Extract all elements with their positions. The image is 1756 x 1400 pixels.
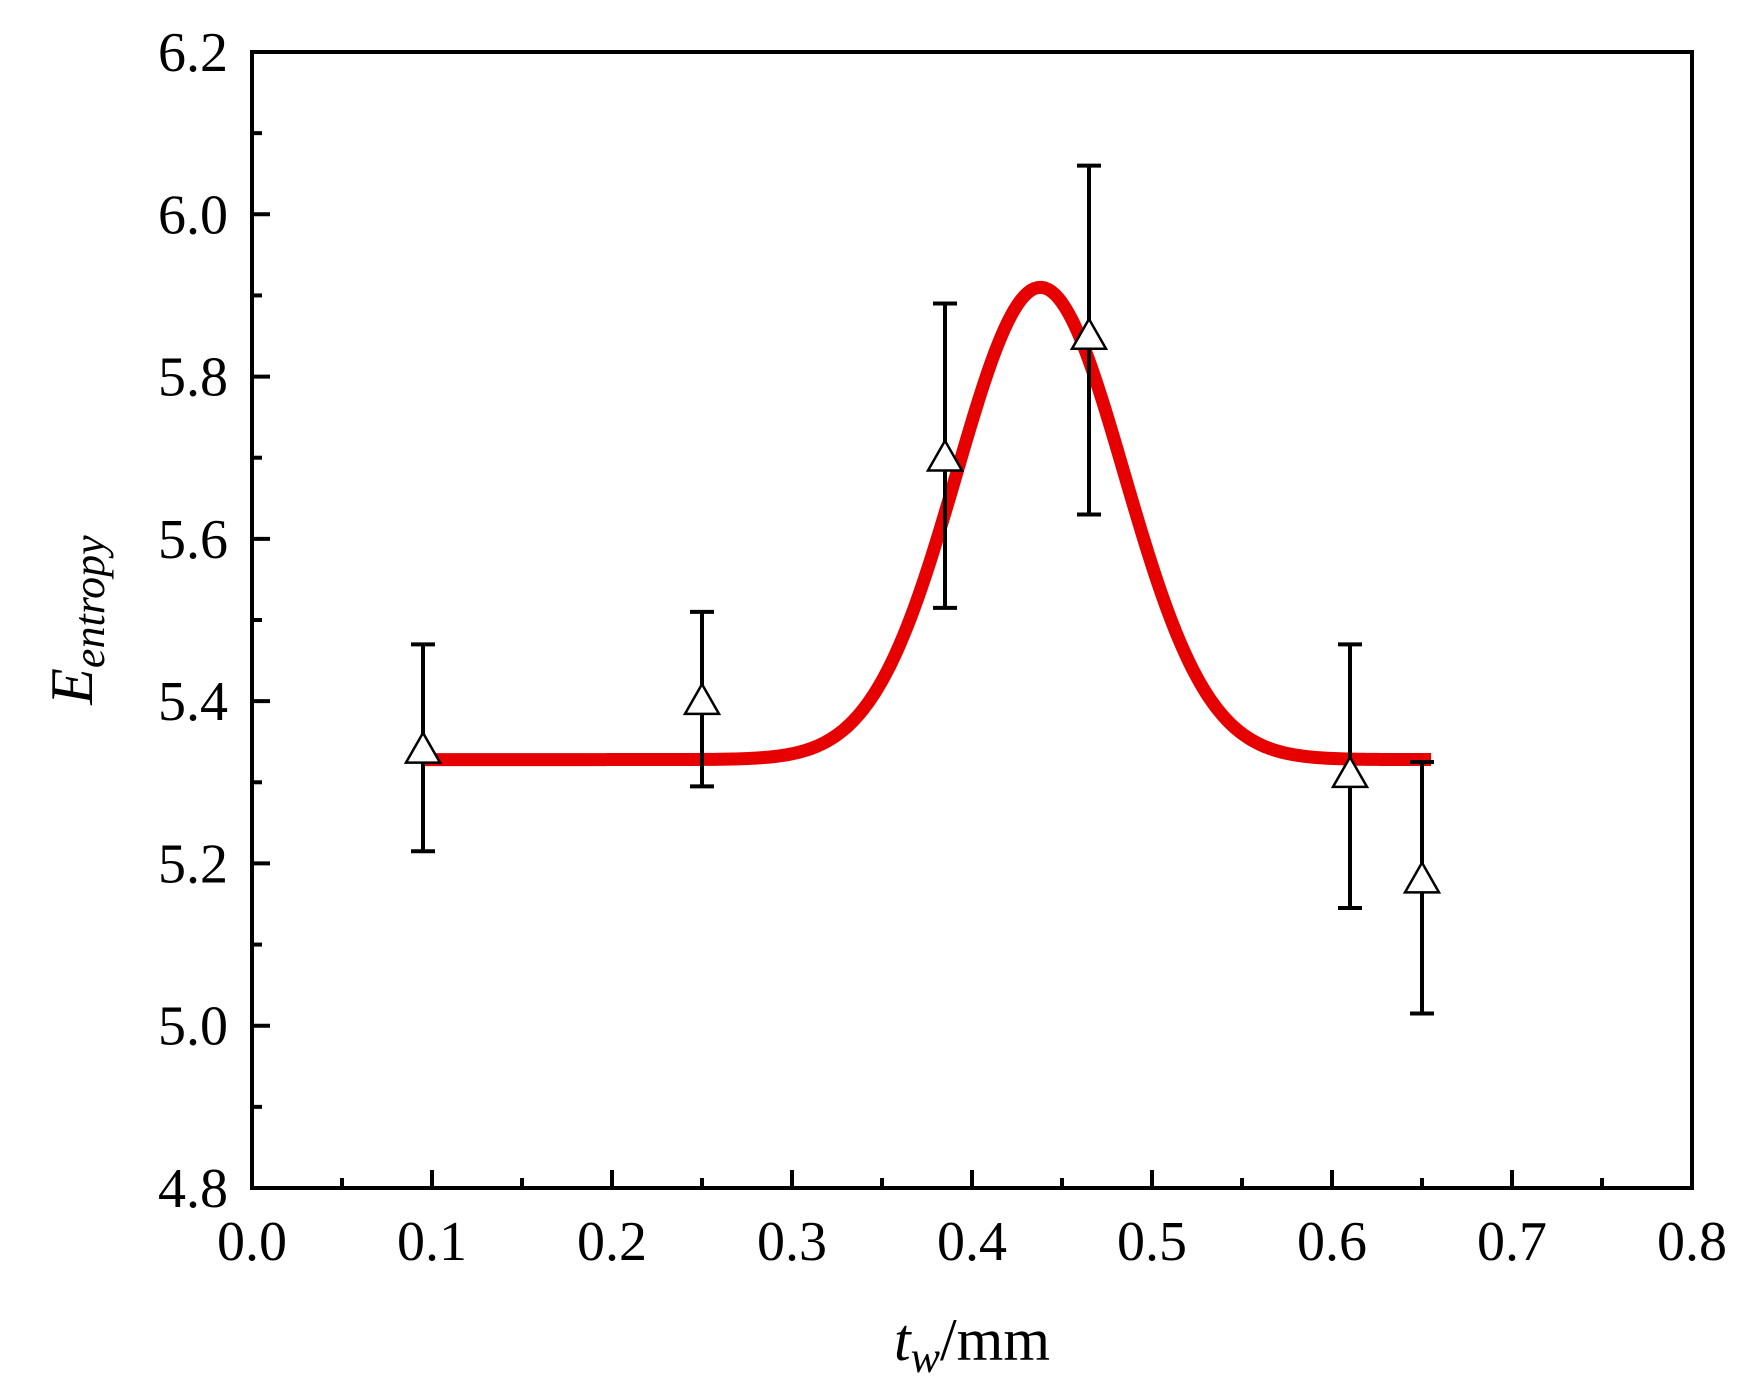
x-tick-label: 0.5 <box>1117 1211 1187 1273</box>
y-tick-label: 5.6 <box>158 509 228 571</box>
y-axis-title-main: E <box>39 668 105 706</box>
axis-ticks <box>250 50 1694 1190</box>
data-point <box>682 609 722 789</box>
data-point <box>403 642 443 854</box>
x-tick-label: 0.8 <box>1657 1211 1727 1273</box>
y-tick-label: 5.8 <box>158 347 228 409</box>
x-axis-title-unit: /mm <box>940 1307 1050 1373</box>
triangle-marker <box>1402 860 1442 894</box>
x-tick-label: 0.0 <box>217 1211 287 1273</box>
y-tick-label: 6.2 <box>158 22 228 84</box>
triangle-marker <box>925 438 965 472</box>
data-point <box>1330 642 1370 911</box>
data-point <box>925 301 965 610</box>
y-tick-label: 6.0 <box>158 184 228 246</box>
data-points-layer <box>403 163 1442 1016</box>
y-axis-title: Eentropy <box>39 535 114 706</box>
data-point <box>1069 163 1109 517</box>
triangle-marker <box>1330 754 1370 789</box>
y-tick-label: 4.8 <box>158 1158 228 1220</box>
x-axis-title: tw/mm <box>894 1307 1050 1382</box>
x-tick-label: 0.3 <box>757 1211 827 1273</box>
triangle-marker <box>403 730 443 764</box>
data-point <box>1402 760 1442 1016</box>
x-tick-label: 0.4 <box>937 1211 1007 1273</box>
triangle-marker <box>1069 316 1109 350</box>
x-tick-label: 0.6 <box>1297 1211 1367 1273</box>
tick-labels: 0.0 0.1 0.2 0.3 0.4 0.5 0.6 0.7 0.8 4.8 5.0 5.2 5.4 5… <box>158 22 1727 1273</box>
x-tick-label: 0.2 <box>577 1211 647 1273</box>
fit-curve <box>419 280 1435 767</box>
plot-frame <box>250 50 1694 1190</box>
x-axis-title-subscript: w <box>911 1333 941 1382</box>
y-tick-label: 5.0 <box>158 996 228 1058</box>
fit-curve-layer <box>419 280 1435 767</box>
y-tick-label: 5.4 <box>158 671 228 733</box>
y-tick-label: 5.2 <box>158 833 228 895</box>
triangle-marker <box>682 681 722 716</box>
x-tick-label: 0.7 <box>1477 1211 1547 1273</box>
x-tick-label: 0.1 <box>397 1211 467 1273</box>
y-axis-title-subscript: entropy <box>65 535 114 668</box>
x-axis-title-main: t <box>894 1307 912 1373</box>
